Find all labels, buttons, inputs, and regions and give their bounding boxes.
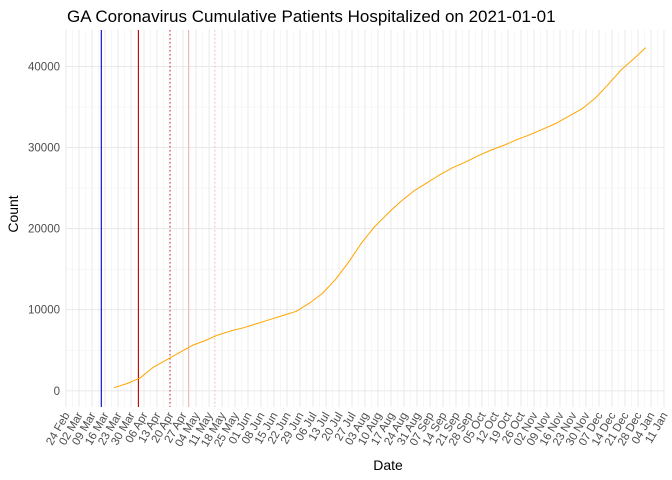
data-point — [217, 334, 219, 336]
data-point — [126, 382, 128, 384]
data-point — [243, 327, 245, 329]
data-point — [477, 155, 479, 157]
data-point — [633, 57, 635, 59]
series-line — [114, 47, 646, 389]
data-point — [321, 292, 323, 294]
data-point — [308, 302, 310, 304]
data-point — [503, 144, 505, 146]
y-tick-label: 20000 — [28, 224, 60, 236]
y-axis-title: Count — [5, 195, 21, 232]
y-tick-label: 40000 — [28, 61, 60, 73]
data-point — [542, 128, 544, 130]
data-point — [165, 359, 167, 361]
data-point — [490, 149, 492, 151]
data-point — [230, 330, 232, 332]
data-point — [399, 201, 401, 203]
data-point — [360, 242, 362, 244]
data-point — [581, 108, 583, 110]
data-point — [555, 122, 557, 124]
chart-title: GA Coronavirus Cumulative Patients Hospi… — [67, 7, 556, 26]
data-point — [373, 226, 375, 228]
data-point — [607, 83, 609, 85]
y-tick-label: 30000 — [28, 143, 60, 155]
data-point — [529, 134, 531, 136]
data-point — [282, 314, 284, 316]
data-point — [516, 138, 518, 140]
data-point — [113, 387, 115, 389]
y-tick-label: 10000 — [28, 305, 60, 317]
grid — [65, 30, 665, 407]
data-point — [256, 322, 258, 324]
y-tick-labels: 0 10000 20000 30000 40000 — [28, 61, 60, 397]
data-point — [386, 213, 388, 215]
data-point — [425, 182, 427, 184]
data-point — [451, 167, 453, 169]
data-point — [334, 279, 336, 281]
data-point — [178, 352, 180, 354]
y-tick-label: 0 — [54, 386, 60, 398]
data-point — [269, 318, 271, 320]
data-point — [295, 310, 297, 312]
series-layer — [113, 47, 646, 389]
data-point — [594, 97, 596, 99]
data-point — [191, 344, 193, 346]
data-point — [347, 262, 349, 264]
data-point — [644, 47, 646, 49]
data-point — [620, 69, 622, 71]
data-point — [152, 366, 154, 368]
x-axis-title: Date — [373, 457, 403, 473]
data-point — [412, 190, 414, 192]
data-point — [464, 161, 466, 163]
reference-lines — [100, 30, 216, 407]
data-point — [438, 174, 440, 176]
data-point — [139, 377, 141, 379]
data-point — [568, 115, 570, 117]
data-point — [204, 340, 206, 342]
